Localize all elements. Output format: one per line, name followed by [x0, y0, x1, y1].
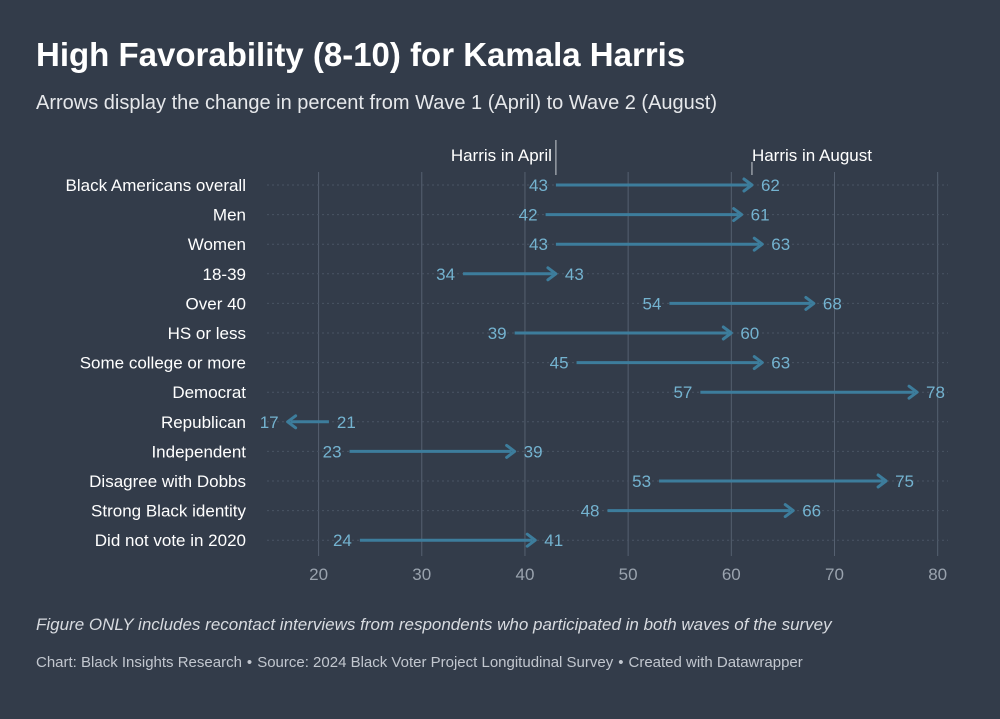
chart-footer: Chart: Black Insights Research • Source: 2…: [36, 654, 803, 671]
row-label: Disagree with Dobbs: [89, 472, 246, 491]
august-value-label: 39: [524, 442, 543, 461]
change-arrow-head: [752, 355, 764, 371]
april-value-label: 21: [337, 413, 356, 432]
august-value-label: 60: [740, 324, 759, 343]
april-value-label: 57: [673, 383, 692, 402]
august-value-label: 78: [926, 383, 945, 402]
change-arrow-head: [505, 443, 517, 459]
change-arrow-head: [732, 207, 744, 223]
row-label: Men: [213, 206, 246, 225]
april-value-label: 39: [488, 324, 507, 343]
footer-separator: •: [246, 654, 253, 671]
row-label: HS or less: [168, 324, 246, 343]
row-label: Black Americans overall: [66, 176, 246, 195]
change-arrow-head: [546, 266, 558, 282]
x-tick-label: 40: [515, 565, 534, 584]
august-value-label: 61: [751, 206, 770, 225]
august-value-label: 17: [260, 413, 279, 432]
source-credit: Source: 2024 Black Voter Project Longitu…: [257, 654, 614, 671]
august-annotation-label: Harris in August: [752, 146, 872, 165]
row-label: Some college or more: [80, 354, 246, 373]
change-arrow-head: [804, 295, 816, 311]
august-value-label: 66: [802, 502, 821, 521]
april-value-label: 23: [323, 442, 342, 461]
chart-subtitle: Arrows display the change in percent fro…: [36, 92, 718, 114]
change-arrow-head: [742, 177, 754, 193]
change-arrow-head: [907, 384, 919, 400]
april-annotation-label: Harris in April: [451, 146, 552, 165]
row-label: 18-39: [203, 265, 246, 284]
row-label: Did not vote in 2020: [95, 531, 246, 550]
april-value-label: 34: [436, 265, 455, 284]
august-value-label: 68: [823, 294, 842, 313]
change-arrow-head: [752, 236, 764, 252]
row-label: Women: [188, 235, 246, 254]
x-tick-label: 50: [619, 565, 638, 584]
august-value-label: 63: [771, 235, 790, 254]
x-tick-label: 30: [412, 565, 431, 584]
april-value-label: 24: [333, 531, 352, 550]
change-arrow-head: [525, 532, 537, 548]
footer-separator: •: [618, 654, 624, 671]
row-label: Over 40: [186, 294, 246, 313]
april-value-label: 43: [529, 176, 548, 195]
april-value-label: 42: [519, 206, 538, 225]
april-value-label: 53: [632, 472, 651, 491]
august-value-label: 63: [771, 354, 790, 373]
april-value-label: 48: [581, 502, 600, 521]
chart-credit: Chart: Black Insights Research: [36, 654, 242, 671]
august-value-label: 43: [565, 265, 584, 284]
august-value-label: 75: [895, 472, 914, 491]
x-tick-label: 70: [825, 565, 844, 584]
august-value-label: 41: [544, 531, 563, 550]
row-label: Democrat: [172, 383, 246, 402]
april-value-label: 45: [550, 354, 569, 373]
change-arrow-head: [876, 473, 888, 489]
change-arrow-head: [783, 503, 795, 519]
chart-title: High Favorability (8-10) for Kamala Harr…: [36, 36, 686, 73]
x-tick-label: 80: [928, 565, 947, 584]
row-label: Independent: [151, 442, 246, 461]
x-tick-label: 20: [309, 565, 328, 584]
chart-note: Figure ONLY includes recontact interview…: [36, 615, 832, 634]
change-arrow-head: [286, 414, 298, 430]
april-value-label: 54: [642, 294, 661, 313]
row-label: Republican: [161, 413, 246, 432]
change-arrow-head: [721, 325, 733, 341]
row-label: Strong Black identity: [91, 502, 246, 521]
x-tick-label: 60: [722, 565, 741, 584]
august-value-label: 62: [761, 176, 780, 195]
april-value-label: 43: [529, 235, 548, 254]
tool-credit: Created with Datawrapper: [628, 654, 803, 671]
